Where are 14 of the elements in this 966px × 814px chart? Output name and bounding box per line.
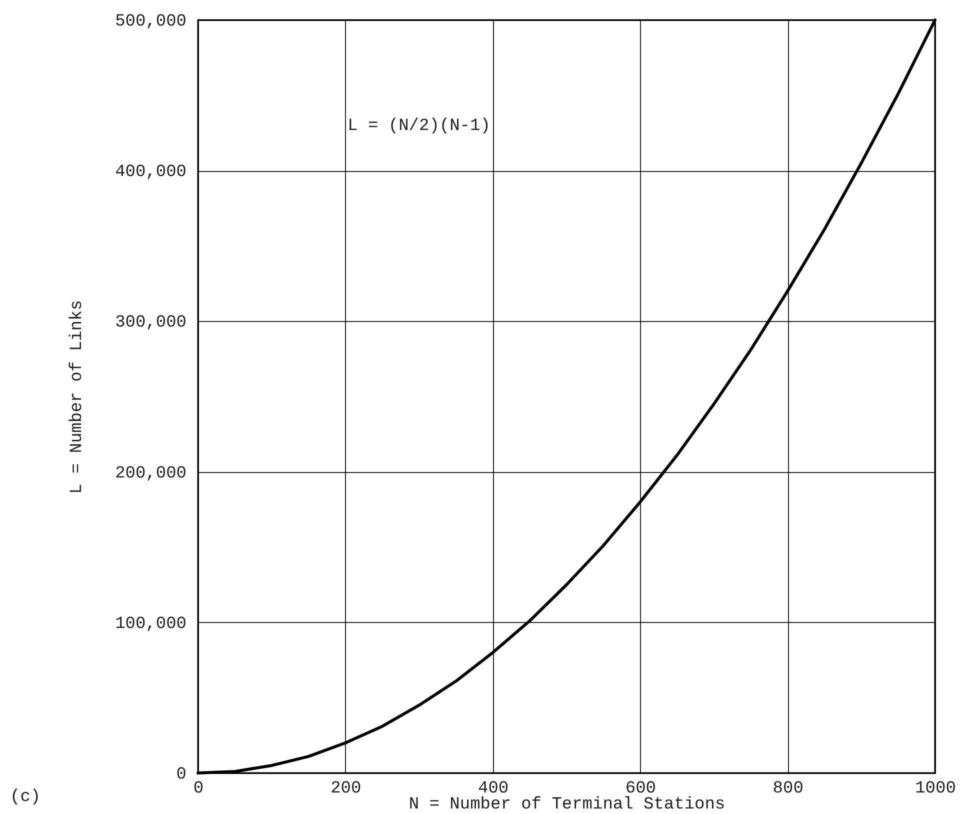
y-axis-title: L = Number of Links — [68, 300, 88, 494]
y-tick-label: 500,000 — [115, 12, 186, 32]
x-tick-label: 1000 — [915, 780, 956, 798]
x-axis-title: N = Number of Terminal Stations — [408, 796, 726, 814]
x-tick-label: 800 — [772, 780, 804, 798]
annotation: L = (N/2)(N-1) — [348, 117, 490, 136]
x-tick-label: 0 — [193, 780, 204, 798]
y-tick-label: 200,000 — [115, 464, 186, 484]
x-tick-label: 200 — [330, 780, 362, 798]
y-tick-label: 400,000 — [115, 163, 186, 182]
y-tick-label: 300,000 — [115, 314, 186, 333]
text: (c) — [10, 788, 41, 807]
y-tick-label: 0 — [176, 766, 186, 784]
y-tick-label: 100,000 — [115, 614, 186, 634]
